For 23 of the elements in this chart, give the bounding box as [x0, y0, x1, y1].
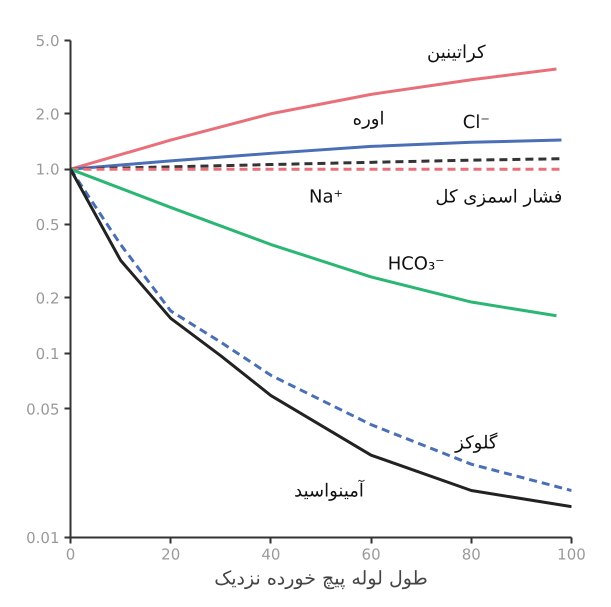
annotation: HCO₃⁻ [388, 254, 445, 275]
y-tick-label: 0.2 [36, 289, 60, 308]
y-tick-label: 0.5 [36, 216, 60, 234]
y-tick-label: 2.0 [36, 105, 60, 124]
y-tick-label: 1.0 [36, 160, 60, 179]
x-tick-label: 60 [362, 546, 381, 564]
annotation: فشار اسمزی کل [435, 186, 562, 208]
x-tick-label: 20 [161, 546, 180, 564]
annotation: Na⁺ [309, 186, 344, 208]
annotation: کراتینین [427, 42, 486, 63]
y-tick-label: 0.01 [26, 529, 60, 547]
x-tick-label: 40 [261, 546, 280, 564]
y-tick-label: 0.05 [26, 400, 60, 418]
y-tick-label: 0.1 [36, 344, 60, 363]
annotation: اوره [352, 108, 385, 130]
x-tick-label: 80 [462, 546, 481, 564]
x-tick-label: 100 [557, 546, 586, 564]
annotation: Cl⁻ [462, 112, 490, 134]
x-tick-label: 0 [66, 546, 76, 564]
annotation: گلوکز [454, 432, 498, 454]
x-axis-title: طول لوله پیچ خورده نزدیک [214, 568, 428, 590]
y-tick-label: 5.0 [36, 32, 60, 50]
annotation: آمینواسید [294, 479, 365, 502]
